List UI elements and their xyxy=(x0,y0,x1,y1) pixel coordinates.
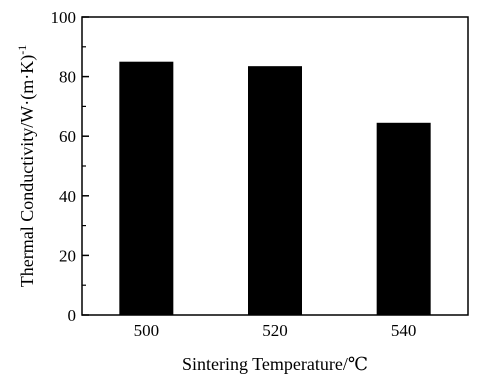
y-axis-title-main: Thermal Conductivity/W·(m·K) xyxy=(17,55,38,287)
y-tick-label: 20 xyxy=(59,246,76,265)
x-axis-title: Sintering Temperature/℃ xyxy=(182,354,368,374)
y-tick-label: 0 xyxy=(68,306,77,325)
x-tick-label: 500 xyxy=(134,321,160,340)
y-tick-label: 80 xyxy=(59,68,76,87)
y-axis: 0 20 40 60 80 100 xyxy=(51,8,89,325)
y-axis-title: Thermal Conductivity/W·(m·K)-1 xyxy=(15,45,38,287)
bar-500 xyxy=(119,61,174,316)
x-tick-label: 540 xyxy=(391,321,417,340)
x-axis: 500 520 540 xyxy=(134,321,417,340)
y-tick-label: 40 xyxy=(59,187,76,206)
bar-520 xyxy=(248,66,302,315)
y-tick-label: 60 xyxy=(59,127,76,146)
bar-540 xyxy=(376,122,431,315)
y-axis-title-superscript: -1 xyxy=(15,45,29,55)
y-tick-label: 100 xyxy=(51,8,77,27)
x-tick-label: 520 xyxy=(262,321,288,340)
bars xyxy=(119,61,431,316)
